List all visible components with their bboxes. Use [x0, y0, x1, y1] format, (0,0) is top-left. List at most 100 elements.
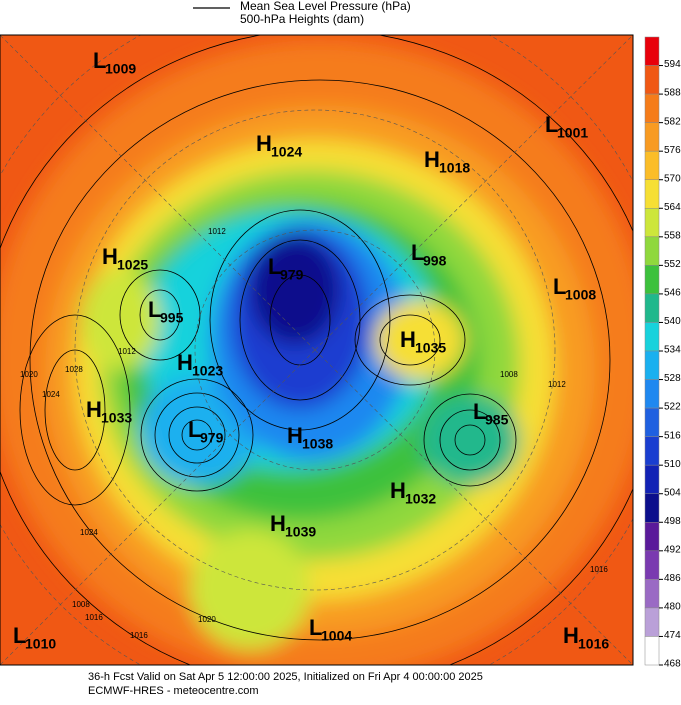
colorbar-box [644, 322, 660, 352]
height-field [0, 40, 633, 665]
center-letter: L [148, 297, 161, 322]
contour-label: 1020 [198, 615, 216, 624]
center-letter: H [177, 350, 193, 375]
colorbar-box [644, 150, 660, 180]
colorbar-box [644, 208, 660, 238]
colorbar-tick-label: 588 [664, 88, 681, 99]
center-letter: H [102, 244, 118, 269]
center-letter: H [256, 131, 272, 156]
center-value: 1018 [439, 160, 470, 176]
colorbar-tick-label: 594 [664, 59, 681, 70]
contour-labels: 1020 1028 1024 1012 1016 1008 1012 1016 1020 1024… [20, 227, 608, 640]
footer-line2: ECMWF-HRES - meteocentre.com [88, 685, 259, 697]
center-value: 1033 [101, 410, 132, 426]
center-letter: H [563, 623, 579, 648]
center-value: 1035 [415, 340, 446, 356]
colorbar-box [644, 522, 660, 552]
colorbar-tick-label: 510 [664, 459, 681, 470]
contour-label: 1028 [65, 365, 83, 374]
colorbar-box [644, 493, 660, 523]
center-letter: H [86, 397, 102, 422]
contour-label: 1016 [85, 613, 103, 622]
center-letter: L [93, 48, 106, 73]
colorbar-tick-label: 516 [664, 430, 681, 441]
colorbar-box [644, 436, 660, 466]
center-value: 979 [200, 430, 224, 446]
center-letter: H [270, 511, 286, 536]
contour-label: 1016 [130, 631, 148, 640]
center-letter: L [13, 623, 26, 648]
colorbar-box [644, 636, 660, 666]
colorbar-box [644, 36, 660, 66]
colorbar-box [644, 93, 660, 123]
contour-label: 1020 [20, 370, 38, 379]
center-letter: L [473, 399, 486, 424]
center-letter: H [390, 478, 406, 503]
colorbar-tick-label: 522 [664, 402, 681, 413]
colorbar-tick-label: 504 [664, 487, 681, 498]
center-value: 1023 [192, 363, 223, 379]
center-letter: L [545, 112, 558, 137]
colorbar-tick-label: 534 [664, 345, 681, 356]
center-value: 1008 [565, 287, 596, 303]
colorbar-tick-label: 546 [664, 288, 681, 299]
colorbar-tick-label: 468 [664, 659, 681, 670]
center-value: 1039 [285, 524, 316, 540]
center-letter: H [287, 423, 303, 448]
footer-line1: 36-h Fcst Valid on Sat Apr 5 12:00:00 20… [88, 671, 483, 683]
center-letter: H [400, 327, 416, 352]
contour-label: 1012 [548, 380, 566, 389]
center-letter: L [411, 240, 424, 265]
colorbar-box [644, 407, 660, 437]
center-letter: L [268, 254, 281, 279]
contour-label: 1012 [208, 227, 226, 236]
center-value: 995 [160, 310, 184, 326]
center-letter: H [424, 147, 440, 172]
colorbar-tick-label: 486 [664, 573, 681, 584]
center-value: 979 [280, 267, 304, 283]
center-value: 998 [423, 253, 447, 269]
contour-label: 1024 [80, 528, 98, 537]
colorbar-box [644, 350, 660, 380]
colorbar-tick-label: 528 [664, 373, 681, 384]
colorbar-tick-label: 558 [664, 230, 681, 241]
center-value: 1032 [405, 491, 436, 507]
colorbar-box [644, 179, 660, 209]
center-value: 1025 [117, 257, 148, 273]
contour-label: 1012 [118, 347, 136, 356]
colorbar-tick-label: 498 [664, 516, 681, 527]
colorbar-box [644, 265, 660, 295]
map-frame [0, 34, 634, 666]
colorbar-box [644, 379, 660, 409]
center-value: 1004 [321, 628, 352, 644]
colorbar-box [644, 65, 660, 95]
contour-label: 1008 [72, 600, 90, 609]
legend-fill-label: 500-hPa Heights (dam) [240, 12, 364, 26]
contour-label: 1024 [42, 390, 60, 399]
contour-label: 1008 [500, 370, 518, 379]
colorbar-box [644, 236, 660, 266]
colorbar-tick-label: 564 [664, 202, 681, 213]
center-letter: L [309, 615, 322, 640]
colorbar-box [644, 579, 660, 609]
contour-label: 1016 [590, 565, 608, 574]
colorbar-tick-label: 480 [664, 602, 681, 613]
colorbar-box [644, 607, 660, 637]
center-letter: L [553, 274, 566, 299]
colorbar-tick-label: 582 [664, 116, 681, 127]
colorbar-box [644, 122, 660, 152]
colorbar-tick-label: 540 [664, 316, 681, 327]
legend-line-label: Mean Sea Level Pressure (hPa) [240, 0, 411, 13]
center-value: 1024 [271, 144, 302, 160]
colorbar: 594 588 582 576 570 564 558 552 546 540 534 528 522 5… [644, 36, 681, 670]
colorbar-tick-label: 576 [664, 145, 681, 156]
colorbar-tick-label: 552 [664, 259, 681, 270]
colorbar-box [644, 293, 660, 323]
colorbar-box [644, 464, 660, 494]
colorbar-tick-label: 570 [664, 173, 681, 184]
colorbar-tick-label: 492 [664, 544, 681, 555]
